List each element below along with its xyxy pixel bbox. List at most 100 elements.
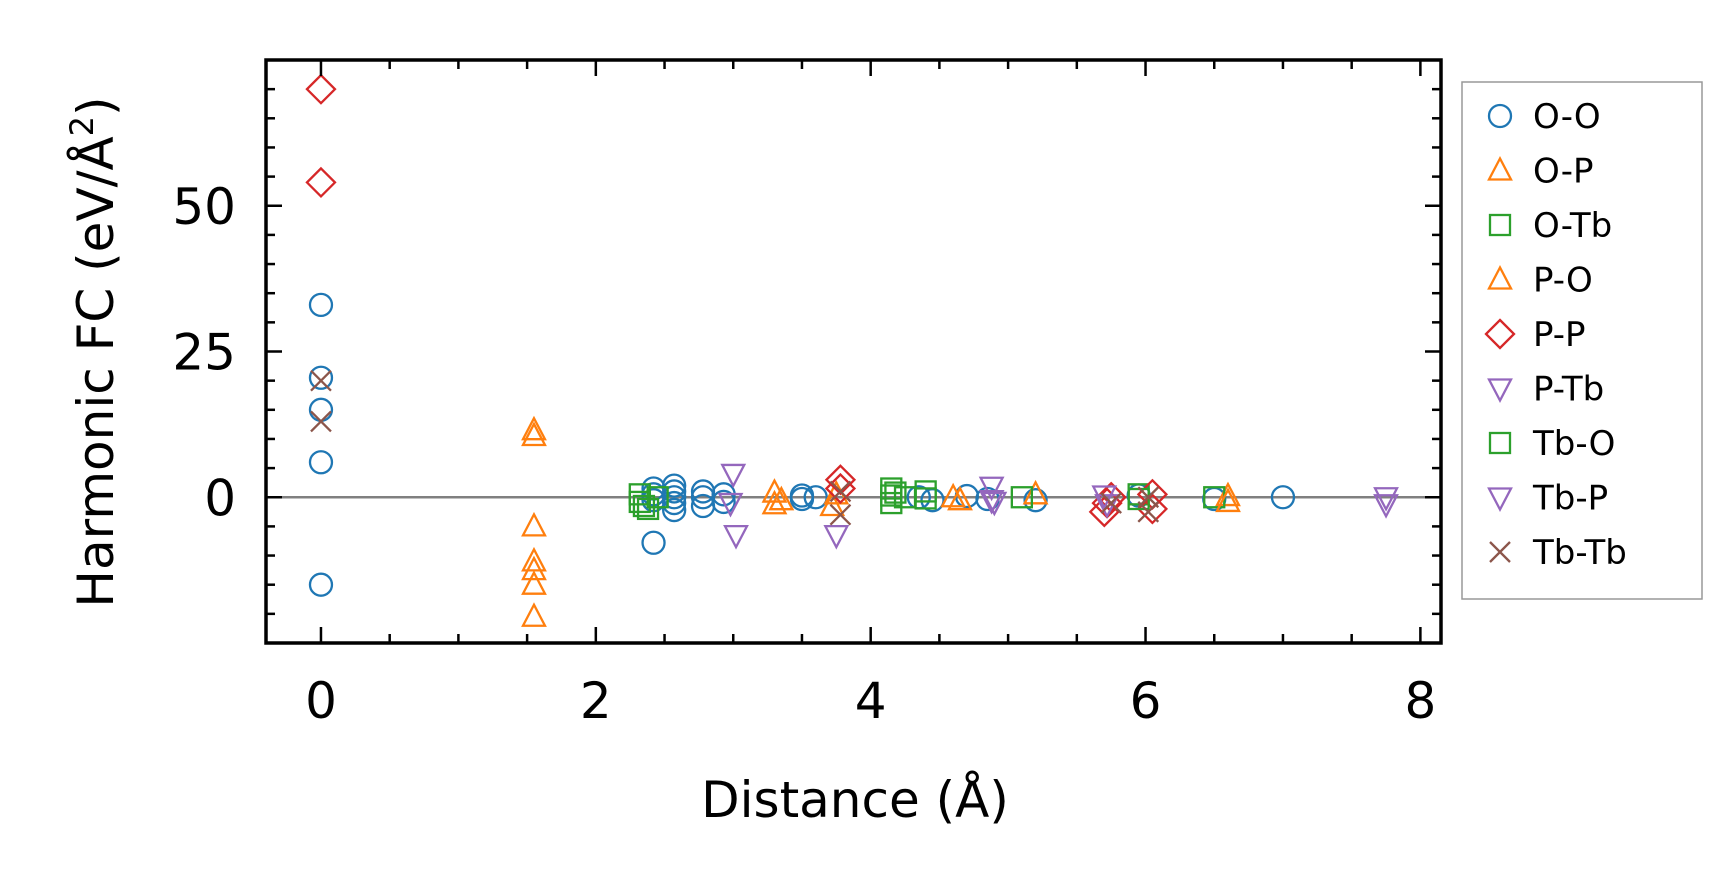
data-point [662,479,687,504]
series-O-P [521,415,1241,627]
data-point [1010,486,1033,509]
data-point [723,524,749,550]
legend-item: P-Tb [1487,370,1604,410]
data-point [1023,488,1048,513]
data-point [1100,492,1122,514]
legend-item: O-O [1487,97,1601,137]
legend-item: Tb-P [1487,479,1608,519]
legend-label: O-O [1533,97,1601,137]
data-point [981,491,1008,517]
legend-item: O-P [1487,152,1593,192]
legend-marker [1487,103,1513,129]
legend-marker [1488,431,1512,455]
data-point [521,602,547,627]
data-point [310,410,332,433]
data-point [789,486,815,512]
data-point [662,485,687,510]
data-point [823,524,850,550]
data-point [662,490,687,516]
data-point [641,530,666,555]
data-point [824,464,857,496]
data-point [819,491,846,517]
data-point [310,369,332,392]
series-O-Tb [628,477,1226,521]
plot-frame [264,58,1443,645]
data-point [1373,487,1399,512]
x-tick-label: 4 [855,672,887,730]
data-point [761,489,788,515]
legend-label: P-O [1533,261,1593,301]
data-point [1022,479,1049,505]
series-Tb-Tb [310,369,1160,526]
legend: O-O O-P O-Tb P-O P-P P-Tb Tb-O Tb-P Tb-Tb [1461,81,1703,600]
data-point [829,503,852,526]
data-point [628,490,651,514]
data-point [1091,485,1118,510]
data-point [824,472,857,505]
y-axis-title: Harmonic FC (eV/Å2) [63,96,125,607]
data-point [1373,494,1399,519]
data-point [720,463,747,489]
legend-item: Tb-Tb [1489,533,1627,573]
legend-marker [1487,487,1513,512]
series-P-Tb [720,463,1399,550]
legend-label: P-P [1533,315,1586,355]
data-point [521,421,547,447]
legend-item: P-P [1484,315,1586,355]
legend-marker [1487,265,1513,290]
data-point [914,487,937,510]
legend-item: Tb-O [1488,424,1615,464]
data-point [803,485,828,510]
data-point [1136,493,1169,525]
data-point [521,555,547,581]
data-point [1215,487,1241,513]
data-point [940,482,967,508]
data-point [662,497,687,523]
legend-label: O-P [1533,152,1593,192]
y-tick-label: 0 [204,469,236,527]
data-point [1137,486,1160,509]
legend-label: O-Tb [1533,206,1612,246]
legend-marker [1484,318,1516,350]
x-tick-label: 2 [580,672,612,730]
x-tick-label: 6 [1130,672,1162,730]
legend-box [1461,81,1703,600]
legend-label: P-Tb [1533,370,1604,410]
data-point [1270,485,1296,510]
series-P-P [305,73,1169,528]
data-point [308,365,334,390]
legend-marker [1488,213,1512,237]
y-tick-label: 50 [172,178,236,236]
data-point [978,490,1005,515]
data-point [646,486,669,509]
x-tick-label: 8 [1404,672,1436,730]
data-point [717,492,744,518]
data-point [308,397,334,422]
data-point [711,489,736,515]
legend-label: Tb-O [1532,424,1615,464]
legend-item: O-Tb [1488,206,1612,246]
legend-item: P-O [1487,261,1593,301]
legend-marker [1489,541,1511,563]
data-point [978,476,1005,502]
data-point [829,480,852,503]
data-point [662,473,687,498]
data-point [305,166,337,199]
data-point [768,485,795,511]
y-tick-label: 25 [172,324,236,382]
legend-marker [1487,156,1513,181]
data-point [1215,481,1241,507]
data-point [884,481,907,504]
data-point [521,570,547,595]
data-point [308,292,334,318]
series-O-O [308,292,1296,597]
data-point [305,73,337,105]
data-point [308,450,334,475]
data-point [632,494,656,518]
x-tick-label: 0 [305,672,337,730]
legend-label: Tb-Tb [1532,533,1627,573]
data-point [521,415,547,441]
data-point [308,572,334,597]
x-axis-title: Distance (Å) [701,771,1009,829]
